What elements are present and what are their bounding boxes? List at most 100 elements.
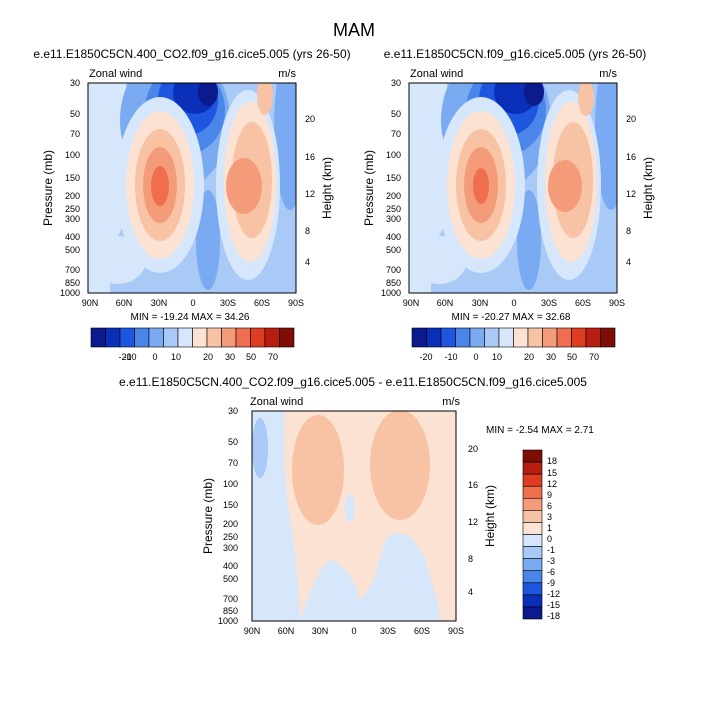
y-right-tick-label: 8 [626,226,631,236]
y-tick-label: 100 [65,150,80,160]
colorbar-tick-label: 30 [546,352,556,362]
panel-right-right-axis-ticks: 4 8 12 16 20 [626,114,636,267]
panel-left-y-axis-label: Pressure (mb) [41,150,55,226]
panel-right: e.e11.E1850C5CN.f09_g16.cice5.005 (yrs 2… [362,47,655,362]
colorbar-swatch [522,461,543,475]
colorbar-tick-label: 50 [246,352,256,362]
y-tick-label: 100 [386,150,401,160]
panel-right-y-axis-label: Pressure (mb) [362,150,376,226]
colorbar-swatch [522,534,543,547]
colorbar-tick-label: 15 [547,468,557,478]
colorbar-swatch [411,327,427,348]
colorbar-swatch [498,327,514,348]
colorbar-tick-label: 0 [152,352,157,362]
colorbar-tick-label: -10 [123,352,136,362]
y-tick-label: 850 [65,278,80,288]
y-tick-label: 700 [223,594,238,604]
colorbar-swatch [119,327,135,348]
colorbar-tick-label: 9 [547,490,552,500]
x-tick-label: 90N [82,298,99,308]
colorbar-swatch [513,327,529,348]
y-right-tick-label: 4 [305,257,310,267]
y-right-tick-label: 16 [468,480,478,490]
panel-diff-variable-label: Zonal wind [250,396,303,408]
y-tick-label: 400 [65,232,80,242]
y-tick-label: 100 [223,479,238,489]
colorbar-swatch [522,510,543,523]
x-tick-label: 60N [116,298,133,308]
y-tick-label: 50 [228,437,238,447]
y-tick-label: 250 [65,204,80,214]
panel-diff-right-axis-label: Height (km) [483,485,497,547]
colorbar-tick-label: 3 [547,512,552,522]
panel-diff-colorbar [522,449,543,620]
colorbar-tick-label: 20 [524,352,534,362]
x-tick-label: 90S [288,298,304,308]
y-tick-label: 70 [228,458,238,468]
y-tick-label: 700 [65,265,80,275]
y-tick-label: 400 [223,561,238,571]
panel-diff-y-ticks: 30 50 70 100 150 200 250 300 400 500 700… [218,406,238,626]
panel-diff-right-axis-ticks: 4 8 12 16 20 [468,444,478,597]
colorbar-tick-label: -18 [547,611,560,621]
panel-diff-plot-frame [251,410,457,622]
x-tick-label: 90S [448,626,464,636]
colorbar-swatch [105,327,121,348]
colorbar-swatch [522,558,543,572]
y-tick-label: 300 [386,214,401,224]
y-tick-label: 50 [391,109,401,119]
x-tick-label: 60S [575,298,591,308]
y-right-tick-label: 16 [626,152,636,162]
x-tick-label: 60N [437,298,454,308]
y-tick-label: 300 [223,543,238,553]
panel-right-variable-label: Zonal wind [410,68,463,80]
panel-diff-y-axis-label: Pressure (mb) [201,478,215,554]
panel-right-colorbar-labels: -20 -10 0 10 20 30 50 70 [419,352,599,362]
colorbar-swatch [192,327,208,348]
x-tick-label: 60N [278,626,295,636]
colorbar-swatch [469,327,485,348]
colorbar-tick-label: 70 [268,352,278,362]
y-tick-label: 1000 [218,616,238,626]
panel-left-units-label: m/s [278,68,296,80]
colorbar-tick-label: 30 [225,352,235,362]
colorbar-swatch [279,327,295,348]
x-tick-label: 60S [414,626,430,636]
panel-left-right-axis-ticks: 4 8 12 16 20 [305,114,315,267]
colorbar-swatch [134,327,150,348]
x-tick-label: 0 [190,298,195,308]
y-tick-label: 150 [223,500,238,510]
colorbar-tick-label: -15 [547,600,560,610]
colorbar-tick-label: 0 [473,352,478,362]
panel-left-min-max: MIN = -19.24 MAX = 34.26 [131,312,250,323]
colorbar-tick-label: -20 [118,352,131,362]
colorbar-swatch [522,497,543,511]
x-tick-label: 30S [220,298,236,308]
panel-left-y-ticks: 30 50 70 100 150 200 250 300 400 500 700… [60,78,80,298]
panel-left: e.e11.E1850C5CN.400_CO2.f09_g16.cice5.00… [33,47,350,362]
y-tick-label: 30 [228,406,238,416]
y-right-tick-label: 4 [626,257,631,267]
colorbar-swatch [585,327,601,348]
y-tick-label: 70 [70,129,80,139]
y-right-tick-label: 4 [468,587,473,597]
colorbar-swatch [522,582,543,596]
x-tick-label: 0 [511,298,516,308]
colorbar-swatch [522,485,543,499]
x-tick-label: 30S [541,298,557,308]
colorbar-swatch [571,327,587,348]
x-tick-label: 0 [351,626,356,636]
panel-diff: e.e11.E1850C5CN.400_CO2.f09_g16.cice5.00… [119,375,594,636]
colorbar-swatch [235,327,251,348]
panel-right-right-axis-label: Height (km) [641,157,655,219]
colorbar-tick-label: -3 [547,556,555,566]
colorbar-tick-label: 0 [547,534,552,544]
y-right-tick-label: 20 [468,444,478,454]
y-right-tick-label: 12 [626,189,636,199]
y-tick-label: 1000 [381,288,401,298]
y-tick-label: 30 [70,78,80,88]
y-tick-label: 70 [391,129,401,139]
panel-left-plot-frame [87,82,297,294]
panel-right-min-max: MIN = -20.27 MAX = 32.68 [452,312,571,323]
panel-right-colorbar [411,327,616,348]
